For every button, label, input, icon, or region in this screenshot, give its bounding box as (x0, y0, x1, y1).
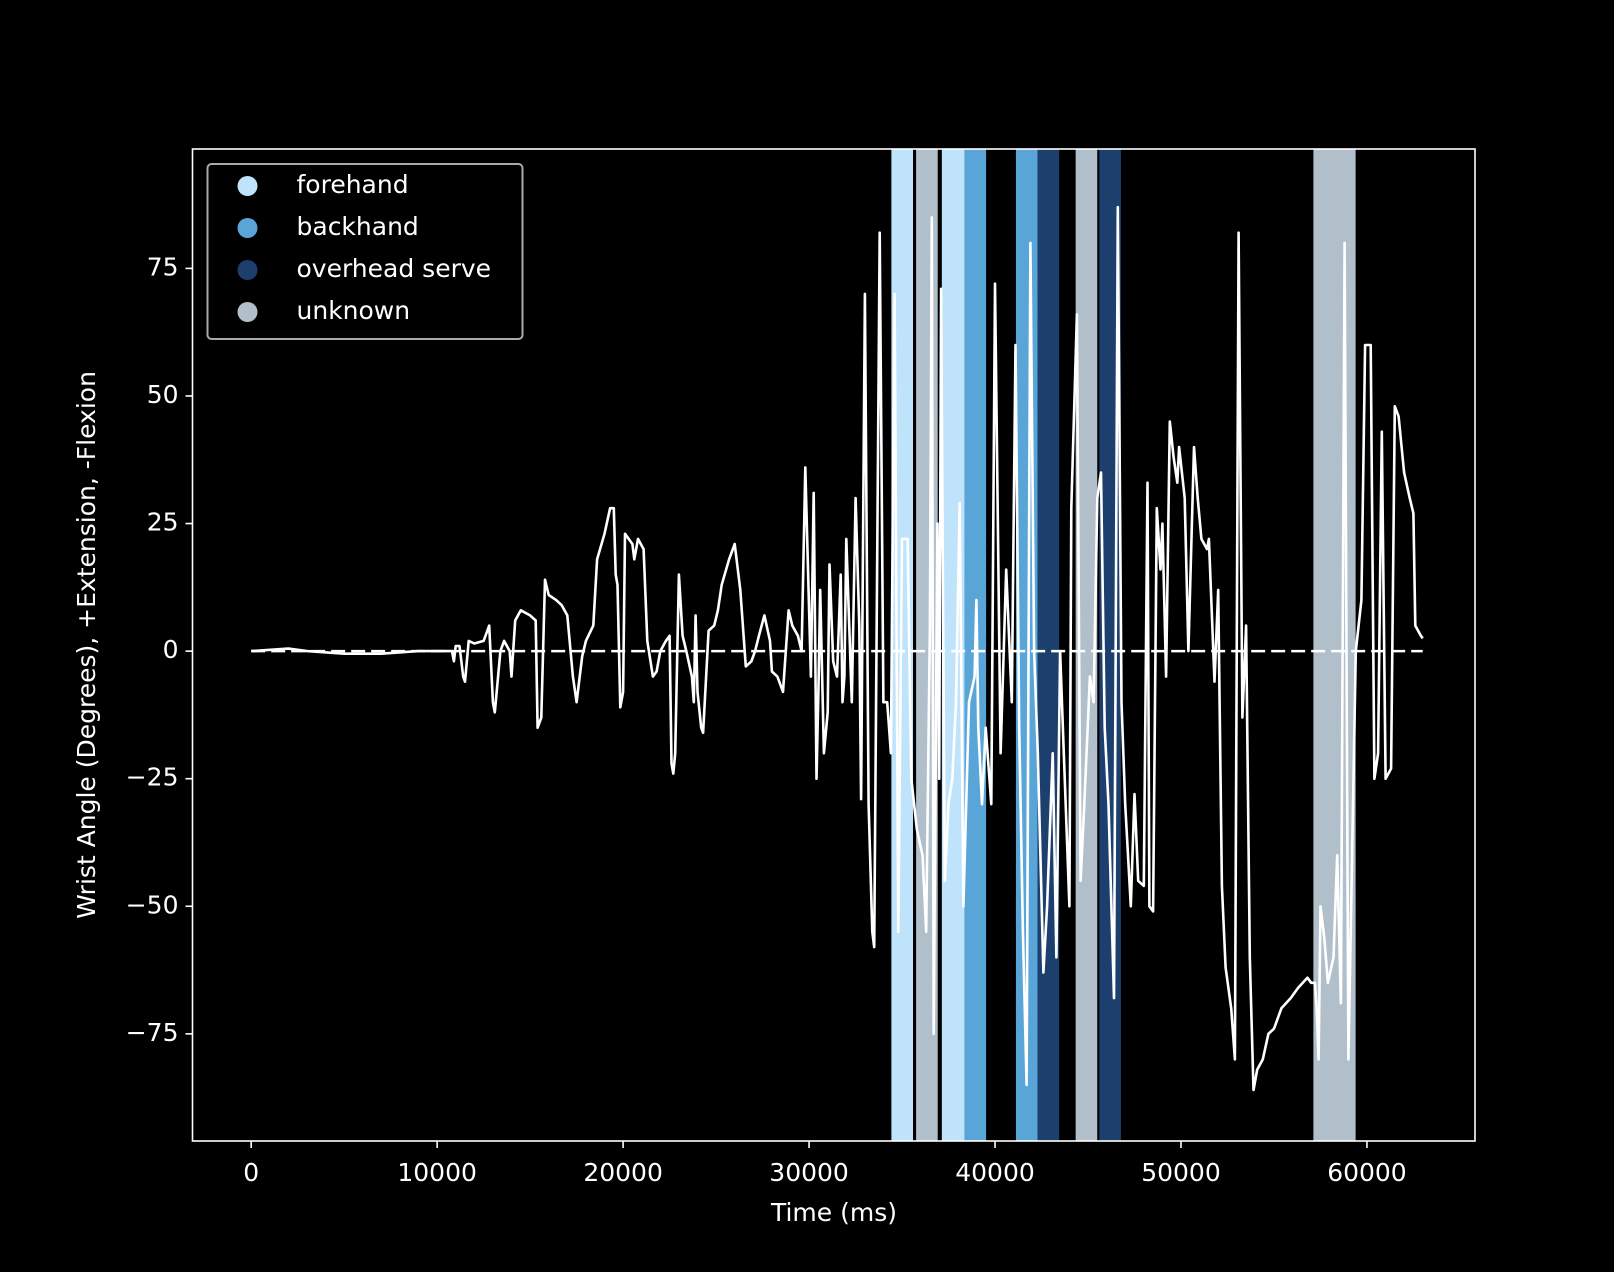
y-tick-label: −50 (126, 890, 179, 919)
legend-marker (237, 260, 258, 280)
plot-frame (191, 148, 1476, 1142)
shaded-region (941, 149, 965, 1141)
y-tick-label: −75 (126, 1018, 179, 1047)
data-line (251, 205, 1424, 1092)
x-tick-label: 60000 (1327, 1158, 1407, 1187)
legend-marker (237, 176, 258, 196)
legend-box (206, 163, 524, 340)
x-tick-label: 0 (243, 1158, 259, 1187)
legend-marker (237, 302, 258, 322)
legend-label: forehand (297, 170, 409, 199)
y-tick-label: 75 (147, 252, 179, 281)
shaded-region (1037, 149, 1060, 1141)
legend-label: overhead serve (297, 254, 492, 283)
y-tick-label: −25 (126, 763, 179, 792)
x-tick-label: 50000 (1141, 1158, 1221, 1187)
x-tick-label: 40000 (955, 1158, 1035, 1187)
x-tick-label: 30000 (769, 1158, 849, 1187)
legend: forehand backhand overhead serve unknown (206, 163, 524, 340)
x-axis-label: Time (ms) (770, 1198, 897, 1227)
legend-label: backhand (297, 212, 419, 241)
y-tick-label: 25 (147, 508, 179, 537)
y-tick-label: 0 (163, 635, 179, 664)
shaded-region (1075, 149, 1098, 1141)
x-tick-label: 10000 (397, 1158, 477, 1187)
y-axis-label: Wrist Angle (Degrees), +Extension, -Flex… (72, 371, 101, 919)
y-tick-label: 50 (147, 380, 179, 409)
x-tick-label: 20000 (583, 1158, 663, 1187)
legend-label: unknown (297, 296, 411, 325)
legend-marker (237, 218, 258, 238)
